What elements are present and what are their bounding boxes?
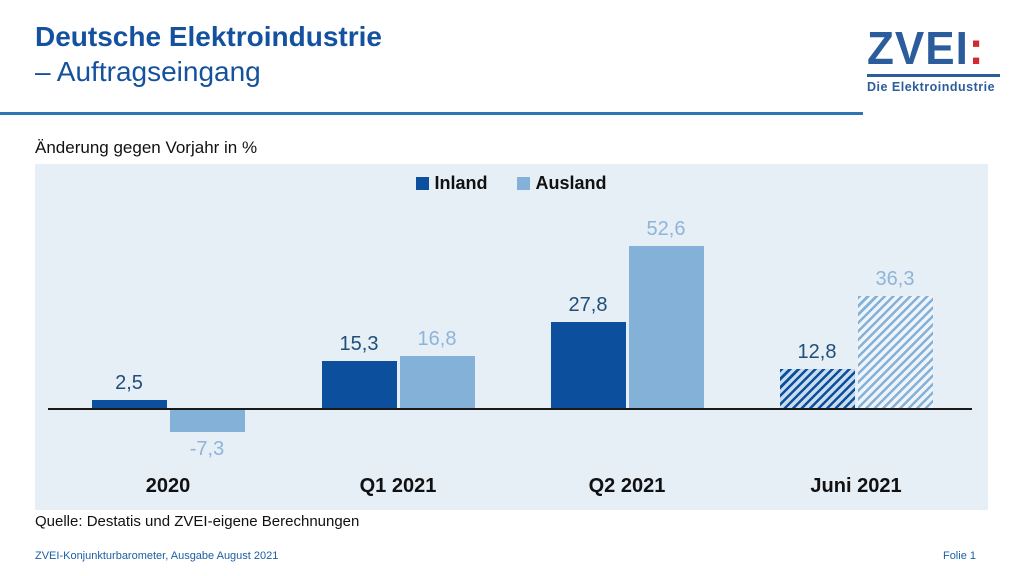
header-divider	[0, 112, 863, 115]
zvei-logo-wordmark: ZVEI:	[867, 22, 985, 75]
legend-marker-ausland	[517, 177, 531, 190]
bar-value-ausland-q2-2021: 52,6	[646, 218, 686, 240]
bar-value-inland-juni-2021: 12,8	[797, 341, 837, 363]
legend-marker-inland	[416, 177, 430, 190]
zvei-logo-tagline: Die Elektroindustrie	[867, 80, 996, 94]
page-title: Deutsche Elektroindustrie – Auftragseing…	[35, 20, 382, 90]
bar-inland-q2-2021	[550, 322, 626, 408]
zvei-logo-rule	[867, 74, 1000, 77]
bar-ausland-q2-2021	[628, 246, 704, 408]
bar-value-ausland-juni-2021: 36,3	[875, 268, 915, 290]
category-label-juni-2021: Juni 2021	[810, 475, 902, 497]
title-line-1: Deutsche Elektroindustrie	[35, 21, 382, 52]
source-note: Quelle: Destatis und ZVEI-eigene Berechn…	[35, 513, 360, 530]
bar-ausland-q1-2021	[399, 356, 475, 408]
bar-value-inland-q2-2021: 27,8	[568, 294, 608, 316]
legend-label-ausland: Ausland	[535, 173, 607, 193]
bar-ausland-juni-2021	[857, 296, 933, 408]
x-axis-line	[48, 408, 972, 410]
category-label-q1-2021: Q1 2021	[359, 475, 437, 497]
zvei-logo-colon: :	[968, 22, 985, 75]
footer-document-label: ZVEI-Konjunkturbarometer, Ausgabe August…	[35, 550, 279, 562]
chart-axis-caption: Änderung gegen Vorjahr in %	[35, 138, 258, 157]
bar-inland-q1-2021	[321, 361, 397, 408]
bar-value-inland-q1-2021: 15,3	[339, 333, 379, 355]
footer-slide-number: Folie 1	[942, 550, 976, 562]
zvei-logo: ZVEI: Die Elektroindustrie	[867, 22, 1002, 94]
bar-inland-juni-2021	[779, 369, 855, 408]
title-line-2: – Auftragseingang	[35, 56, 261, 87]
category-label-q2-2021: Q2 2021	[588, 475, 666, 497]
bar-inland-2020	[91, 400, 167, 408]
legend-label-inland: Inland	[434, 173, 488, 193]
legend-item-ausland: Ausland	[517, 173, 607, 194]
category-label-2020: 2020	[145, 475, 191, 497]
chart-legend: Inland Ausland	[35, 173, 988, 194]
bar-ausland-2020	[169, 410, 245, 432]
legend-item-inland: Inland	[416, 173, 487, 194]
bar-value-ausland-q1-2021: 16,8	[417, 328, 457, 350]
bar-value-ausland-2020: -7,3	[189, 438, 225, 460]
bar-value-inland-2020: 2,5	[115, 372, 143, 394]
plot-area: Inland Ausland 2,5 -7,3 2020 15,3 16,8 Q1 2021…	[35, 164, 988, 510]
